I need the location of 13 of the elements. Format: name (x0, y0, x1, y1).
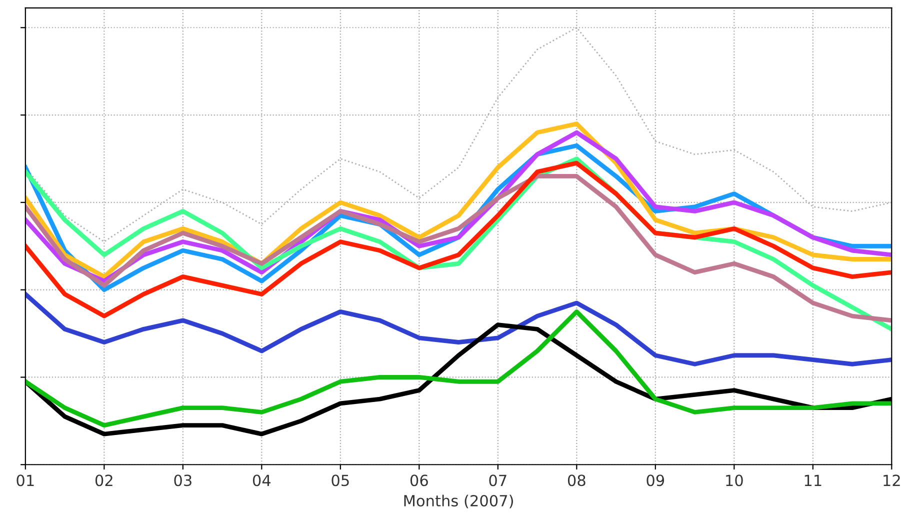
x-axis-title: Months (2007) (404, 494, 513, 508)
x-tick-label: 05 (332, 474, 349, 486)
x-tick-label: 07 (489, 474, 506, 486)
x-tick-label: 01 (16, 474, 34, 486)
x-tick-label: 08 (568, 474, 586, 486)
x-tick-label: 10 (726, 474, 743, 486)
x-tick-label: 03 (174, 474, 192, 486)
x-tick-label: 12 (884, 474, 900, 486)
x-tick-label: 02 (95, 474, 112, 486)
x-tick-label: 06 (410, 474, 428, 486)
x-tick-label: 04 (252, 474, 271, 486)
x-tick-label: 09 (646, 474, 664, 486)
x-tick-label: 11 (804, 474, 822, 486)
